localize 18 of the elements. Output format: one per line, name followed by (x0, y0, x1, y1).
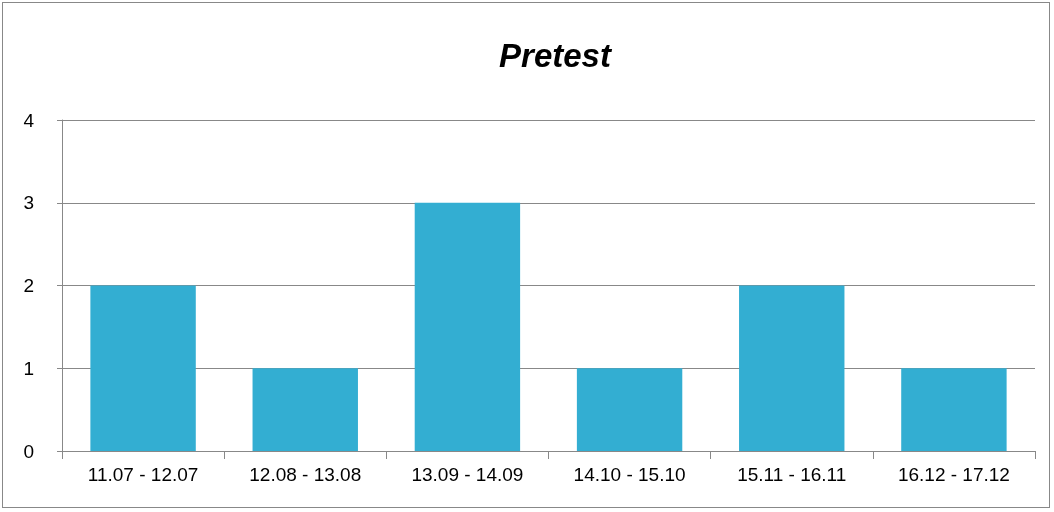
bar (901, 368, 1007, 451)
y-tick-label: 3 (23, 192, 34, 214)
x-tick-label: 15.11 - 16.11 (737, 464, 847, 485)
chart-title: Pretest (499, 37, 613, 74)
x-tick-label: 16.12 - 17.12 (897, 464, 1010, 485)
y-tick-label: 1 (23, 357, 34, 379)
bar (739, 285, 845, 451)
x-tick-label: 13.09 - 14.09 (411, 464, 524, 485)
x-tick-label: 12.08 - 13.08 (249, 464, 362, 485)
x-tick-label: 11.07 - 12.07 (87, 464, 199, 485)
y-tick-label: 2 (23, 275, 34, 296)
bar (414, 202, 521, 451)
y-tick-label: 0 (23, 440, 34, 462)
bar (252, 368, 358, 451)
x-tick-label: 14.10 - 15.10 (573, 464, 686, 485)
bar (576, 368, 683, 451)
bar (90, 285, 196, 451)
y-tick-label: 4 (23, 109, 35, 131)
